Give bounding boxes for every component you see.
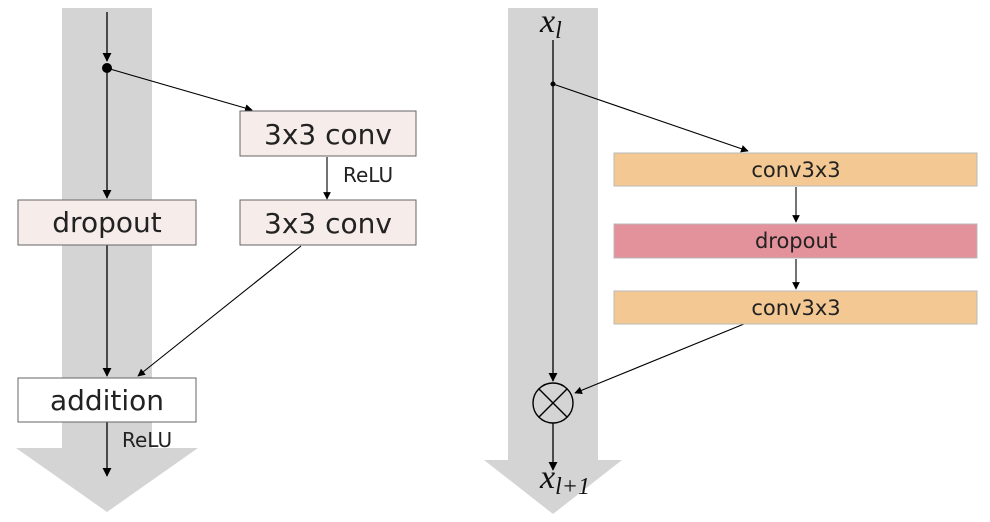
right-conv-bottom-label: conv3x3 [751,296,840,320]
left-relu-mid-label: ReLU [343,163,393,187]
left-dropout-label: dropout [52,206,161,239]
left-conv-bottom-label: 3x3 conv [264,207,392,240]
right-dropout-label: dropout [755,229,837,253]
left-branch-return-arrow [138,246,301,376]
right-branch-return-arrow [575,324,744,393]
right-conv-top-label: conv3x3 [751,158,840,182]
left-conv-top-label: 3x3 conv [264,118,392,151]
left-addition-label: addition [50,384,164,417]
left-relu-out-label: ReLU [122,428,172,452]
right-block: xl xl+1 conv3x3 dropout conv3x3 [484,3,977,514]
left-block: dropout 3x3 conv ReLU 3x3 conv addition … [16,8,416,512]
